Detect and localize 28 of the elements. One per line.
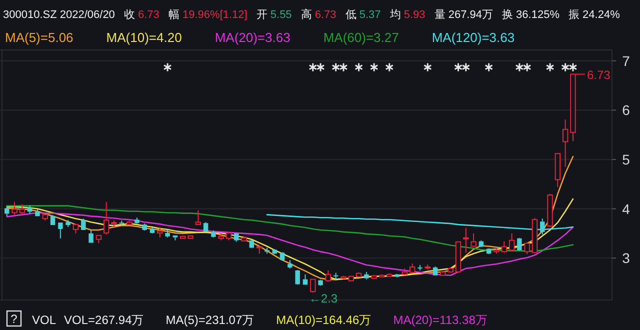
annotation: VOL [32,313,56,327]
y-tick-label: 3 [622,250,630,266]
annotation: 幅 19.96%[1.12] [168,9,248,21]
y-tick-label: 4 [622,200,630,217]
annotation: 换 36.125% [502,9,560,21]
legend-item: MA(5)=5.06 [5,30,74,45]
title: 300010.SZ 2022/06/20 [3,9,115,21]
legend-item: MA(120)=3.63 [432,30,515,45]
annotation: 收 6.73 [124,9,160,21]
annotation: MA(5)=231.07万 [166,313,254,327]
legend-item: MA(20)=3.63 [214,30,290,45]
legend-item: MA(10)=4.20 [106,30,182,45]
annotation: 均 5.93 [390,9,426,21]
annotation: MA(20)=113.38万 [393,313,488,327]
annotation: MA(10)=164.46万 [276,313,372,327]
y-tick-label: 6 [622,102,630,118]
annotation: 高 6.73 [300,9,336,21]
annotation: 开 5.55 [256,9,292,21]
legend-item: MA(60)=3.27 [323,30,399,45]
annotation: 低 5.37 [345,9,381,21]
annotation: 量 267.94万 [434,9,493,21]
y-tick-label: 5 [622,151,630,168]
annotation: 振 24.24% [568,9,620,21]
annotation: ? [10,312,18,326]
y-tick-label: 7 [622,52,630,69]
annotation: 6.73 [586,68,610,82]
annotation: ←2.3 [308,292,338,306]
annotation: VOL=267.94万 [64,313,144,327]
